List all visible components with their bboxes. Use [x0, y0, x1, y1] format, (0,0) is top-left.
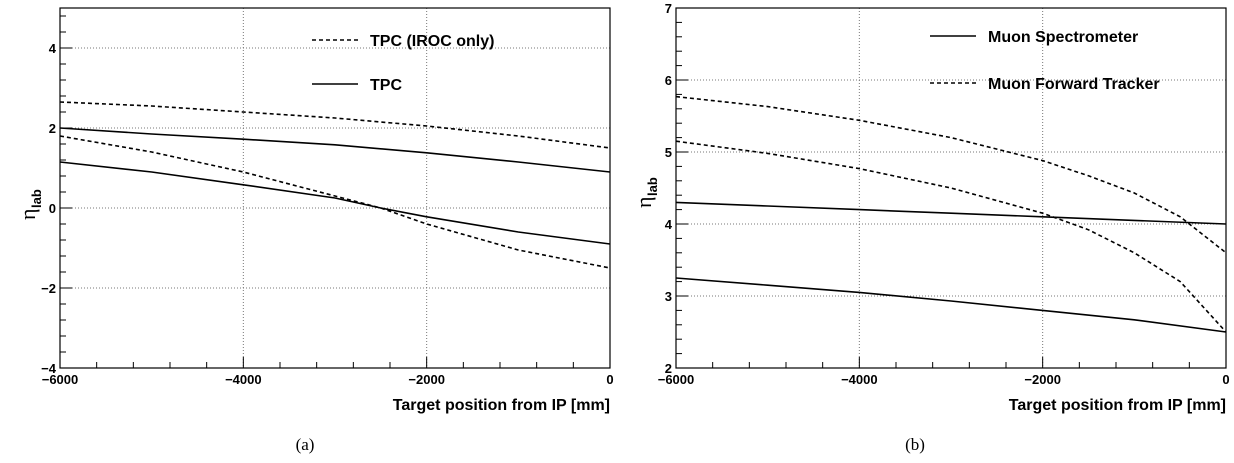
series-line-3 [675, 140, 1227, 333]
y-axis-label-eta: η [15, 208, 40, 220]
series-line-2 [675, 95, 1227, 254]
legend-entry-label: Muon Spectrometer [988, 29, 1138, 46]
legend-entry-label: Muon Forward Tracker [988, 76, 1160, 93]
x-tick-label: −4000 [225, 372, 262, 387]
x-tick-label: −2000 [408, 372, 445, 387]
y-tick-label: 4 [49, 41, 57, 56]
x-tick-label: −6000 [658, 372, 695, 387]
y-axis-label-sub: lab [29, 189, 44, 208]
panel-sublabel: (b) [905, 435, 925, 454]
y-tick-label: −2 [41, 281, 56, 296]
series-line-1 [59, 135, 611, 269]
y-axis-label-sub: lab [645, 177, 660, 196]
legend-entry-label: TPC [370, 77, 402, 94]
plot-frame [675, 7, 1227, 369]
x-axis-label: Target position from IP [mm] [1009, 397, 1226, 414]
x-tick-label: −4000 [841, 372, 878, 387]
x-tick-label: 0 [1222, 372, 1229, 387]
series-line-0 [675, 201, 1227, 225]
y-tick-label: 6 [665, 73, 672, 88]
y-tick-label: 2 [49, 121, 56, 136]
panel-sublabel: (a) [296, 435, 315, 454]
series-line-1 [675, 277, 1227, 333]
x-tick-label: −6000 [42, 372, 79, 387]
series-line-0 [59, 101, 611, 149]
y-tick-label: 3 [665, 289, 672, 304]
series-line-2 [59, 127, 611, 173]
chart-panel-a: −6000 −4000 −2000 0 −4 −2 0 2 4 Target position f… [15, 7, 614, 454]
x-tick-label: 0 [606, 372, 613, 387]
series-line-3 [59, 161, 611, 245]
y-tick-label: 2 [665, 361, 672, 376]
x-axis-label: Target position from IP [mm] [393, 397, 610, 414]
y-tick-label: 0 [49, 201, 56, 216]
chart-panel-b: −6000 −4000 −2000 0 2 3 4 5 6 7 Target position fr… [631, 1, 1230, 454]
y-tick-label: −4 [41, 361, 57, 376]
x-tick-label: −2000 [1024, 372, 1061, 387]
y-tick-label: 7 [665, 1, 672, 16]
legend-entry-label: TPC (IROC only) [370, 33, 494, 50]
y-tick-label: 5 [665, 145, 672, 160]
plot-frame [59, 7, 611, 369]
y-tick-label: 4 [665, 217, 673, 232]
y-axis-label-eta: η [631, 196, 656, 208]
